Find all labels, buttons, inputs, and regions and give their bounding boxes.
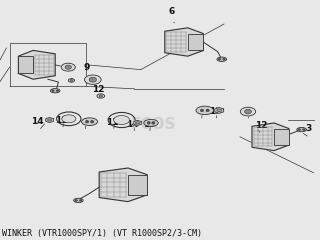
Polygon shape (99, 168, 147, 202)
Ellipse shape (68, 78, 75, 82)
Bar (128, 175, 147, 195)
Ellipse shape (196, 106, 214, 115)
Ellipse shape (97, 94, 105, 98)
Ellipse shape (223, 59, 225, 60)
Ellipse shape (65, 65, 71, 69)
Text: 12: 12 (254, 121, 267, 130)
Ellipse shape (89, 77, 97, 82)
Ellipse shape (84, 75, 101, 84)
Bar (274, 129, 289, 145)
Polygon shape (134, 120, 141, 125)
Ellipse shape (56, 90, 59, 92)
Ellipse shape (218, 59, 221, 60)
Text: WINKER (VTR1000SPY/1) (VT R1000SP2/3-CM): WINKER (VTR1000SPY/1) (VT R1000SP2/3-CM) (2, 228, 202, 238)
Bar (188, 34, 203, 50)
Ellipse shape (136, 122, 140, 124)
Ellipse shape (99, 95, 102, 97)
Polygon shape (252, 123, 289, 151)
Text: 11: 11 (55, 116, 68, 125)
Polygon shape (19, 50, 55, 79)
Text: 4: 4 (81, 118, 88, 127)
Ellipse shape (114, 115, 130, 125)
Text: 12: 12 (92, 85, 105, 94)
Text: 4: 4 (197, 107, 204, 116)
Ellipse shape (79, 200, 82, 201)
Ellipse shape (147, 122, 150, 124)
Ellipse shape (48, 119, 52, 121)
Text: 15: 15 (142, 120, 155, 129)
Ellipse shape (217, 57, 227, 61)
Ellipse shape (70, 79, 73, 81)
Ellipse shape (85, 120, 89, 123)
Text: 3: 3 (306, 124, 312, 133)
Ellipse shape (75, 200, 77, 201)
Ellipse shape (297, 127, 307, 132)
Ellipse shape (61, 63, 75, 71)
Ellipse shape (200, 109, 204, 112)
Ellipse shape (62, 115, 76, 123)
Text: 9: 9 (245, 107, 251, 116)
Polygon shape (165, 28, 203, 56)
Text: 15: 15 (209, 107, 222, 116)
Text: 9: 9 (83, 63, 90, 72)
Ellipse shape (52, 90, 54, 92)
Ellipse shape (244, 109, 252, 114)
Ellipse shape (217, 109, 221, 112)
Ellipse shape (303, 129, 305, 131)
Ellipse shape (82, 118, 98, 126)
Bar (19, 56, 33, 73)
Text: 14: 14 (126, 120, 139, 129)
Ellipse shape (91, 120, 94, 123)
Polygon shape (215, 108, 224, 113)
Ellipse shape (298, 129, 300, 131)
Ellipse shape (74, 198, 83, 203)
Ellipse shape (152, 122, 155, 124)
Ellipse shape (144, 120, 158, 126)
Text: FCOS: FCOS (131, 117, 176, 132)
Text: 6: 6 (168, 6, 174, 16)
Text: 11: 11 (106, 118, 118, 127)
Ellipse shape (240, 107, 256, 116)
Ellipse shape (51, 89, 60, 93)
Ellipse shape (206, 109, 209, 112)
Text: 14: 14 (31, 118, 44, 126)
Polygon shape (46, 118, 53, 122)
